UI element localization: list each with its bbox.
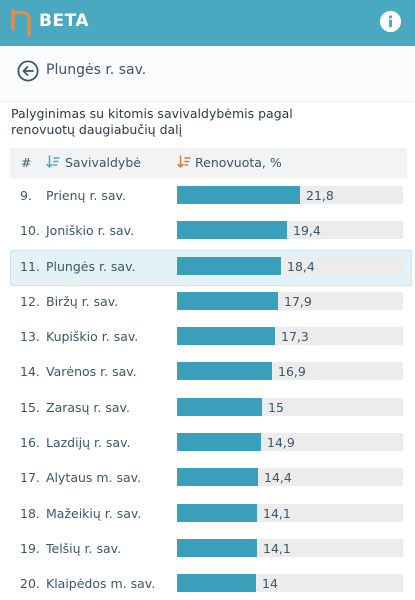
row-rank: 15. xyxy=(20,399,40,415)
row-municipality-name: Prienų r. sav. xyxy=(46,188,126,203)
renovation-bar-track: 17,3 xyxy=(177,327,403,346)
renovation-percent-value: 16,9 xyxy=(278,364,306,380)
renovation-bar-track: 16,9 xyxy=(177,362,403,381)
renovation-bar-track: 18,4 xyxy=(177,256,403,275)
renovation-bar-fill xyxy=(177,433,261,452)
table-row[interactable]: 14. Varėnos r. sav. 16,9 xyxy=(0,354,415,389)
column-header-municipality[interactable]: Savivaldybė xyxy=(65,155,141,170)
row-rank: 17. xyxy=(20,470,40,486)
renovation-percent-value: 18,4 xyxy=(287,258,315,274)
table-row[interactable]: 13. Kupiškio r. sav. 17,3 xyxy=(0,319,415,354)
column-header-renovated-percent[interactable]: Renovuota, % xyxy=(195,155,282,170)
renovation-bar-fill xyxy=(177,503,257,522)
renovation-bar-fill xyxy=(177,574,256,593)
table-row[interactable]: 10. Joniškio r. sav. 19,4 xyxy=(0,213,415,248)
row-municipality-name: Plungės r. sav. xyxy=(46,258,136,274)
renovation-bar-fill xyxy=(177,186,300,204)
renovation-bar-track: 14 xyxy=(177,574,403,593)
row-municipality-name: Varėnos r. sav. xyxy=(46,364,137,380)
row-municipality-name: Lazdijų r. sav. xyxy=(46,435,131,451)
row-municipality-name: Joniškio r. sav. xyxy=(46,223,135,239)
table-header: # Savivaldybė Renovuota, % xyxy=(10,148,407,178)
back-button[interactable] xyxy=(17,60,39,82)
info-button[interactable] xyxy=(380,11,401,32)
sort-name-icon[interactable] xyxy=(46,154,60,170)
row-municipality-name: Alytaus m. sav. xyxy=(46,470,142,486)
renovation-bar-track: 15 xyxy=(177,397,403,416)
renovation-bar-fill xyxy=(177,221,287,240)
brand-label: BETA xyxy=(39,11,90,31)
renovation-bar-track: 14,1 xyxy=(177,503,403,522)
renovation-percent-value: 19,4 xyxy=(293,223,321,239)
renovation-percent-value: 21,8 xyxy=(306,188,334,203)
renovation-bar-track: 17,9 xyxy=(177,291,403,310)
table-row[interactable]: 11. Plungės r. sav. 18,4 xyxy=(0,249,415,286)
section-subtitle: Palyginimas su kitomis savivaldybėmis pa… xyxy=(11,106,293,137)
column-header-rank: # xyxy=(21,155,32,170)
info-icon xyxy=(380,11,401,32)
renovation-bar-track: 14,9 xyxy=(177,433,403,452)
row-municipality-name: Kupiškio r. sav. xyxy=(46,329,139,345)
table-row[interactable]: 17. Alytaus m. sav. 14,4 xyxy=(0,460,415,495)
renovation-bar-track: 14,1 xyxy=(177,538,403,557)
row-rank: 16. xyxy=(20,435,40,451)
renovation-percent-value: 14,1 xyxy=(263,505,291,521)
sort-percent-icon[interactable] xyxy=(177,154,191,170)
row-rank: 13. xyxy=(20,329,40,345)
row-rank: 14. xyxy=(20,364,40,380)
row-rank: 20. xyxy=(20,576,40,592)
renovation-percent-value: 17,3 xyxy=(281,329,309,345)
renovation-bar-fill xyxy=(177,468,258,487)
renovation-bar-fill xyxy=(177,256,281,275)
eta-logo-icon[interactable] xyxy=(10,7,32,37)
renovation-percent-value: 14,9 xyxy=(267,435,295,451)
table-row[interactable]: 20. Klaipėdos m. sav. 14 xyxy=(0,566,415,600)
renovation-bar-fill xyxy=(177,327,275,346)
row-municipality-name: Mažeikių r. sav. xyxy=(46,505,142,521)
table-row[interactable]: 9. Prienų r. sav. 21,8 xyxy=(0,178,415,213)
row-municipality-name: Telšių r. sav. xyxy=(46,540,122,556)
renovation-bar-fill xyxy=(177,291,278,310)
row-rank: 19. xyxy=(20,540,40,556)
row-municipality-name: Klaipėdos m. sav. xyxy=(46,576,156,592)
municipality-table: 9. Prienų r. sav. 21,8 10. Joniškio r. sav. 1… xyxy=(0,178,415,600)
renovation-percent-value: 15 xyxy=(268,399,284,415)
renovation-percent-value: 14,1 xyxy=(263,540,291,556)
renovation-bar-track: 19,4 xyxy=(177,221,403,240)
renovation-bar-track: 14,4 xyxy=(177,468,403,487)
renovation-bar-fill xyxy=(177,538,257,557)
row-municipality-name: Zarasų r. sav. xyxy=(46,399,130,415)
page-nav: Plungės r. sav. xyxy=(0,46,415,102)
row-rank: 18. xyxy=(20,505,40,521)
renovation-bar-fill xyxy=(177,397,262,416)
table-row[interactable]: 15. Zarasų r. sav. 15 xyxy=(0,390,415,425)
table-row[interactable]: 18. Mažeikių r. sav. 14,1 xyxy=(0,496,415,531)
renovation-bar-track: 21,8 xyxy=(177,186,403,204)
renovation-bar-fill xyxy=(177,362,272,381)
renovation-percent-value: 14,4 xyxy=(264,470,292,486)
page-title: Plungės r. sav. xyxy=(46,62,147,78)
renovation-percent-value: 14 xyxy=(262,576,278,592)
table-row[interactable]: 16. Lazdijų r. sav. 14,9 xyxy=(0,425,415,460)
table-row[interactable]: 19. Telšių r. sav. 14,1 xyxy=(0,531,415,566)
row-rank: 9. xyxy=(20,188,32,203)
app-bar: BETA xyxy=(0,0,415,46)
renovation-percent-value: 17,9 xyxy=(284,293,312,309)
row-rank: 12. xyxy=(20,293,40,309)
row-rank: 11. xyxy=(20,258,40,274)
row-rank: 10. xyxy=(20,223,40,239)
row-municipality-name: Biržų r. sav. xyxy=(46,293,119,309)
table-row[interactable]: 12. Biržų r. sav. 17,9 xyxy=(0,284,415,319)
